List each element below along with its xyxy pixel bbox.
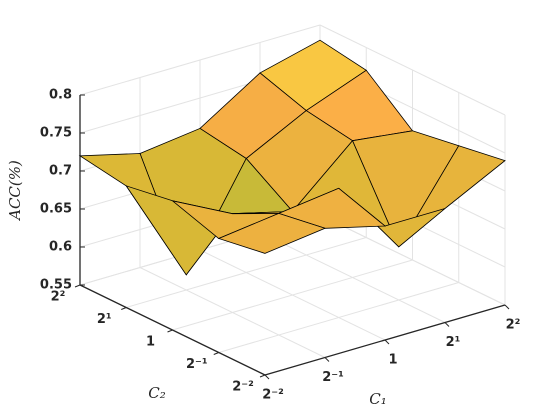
surface-cell	[217, 212, 327, 254]
x-tick-label: 2⁻²	[262, 388, 284, 403]
y-tick	[74, 284, 81, 288]
y-tick-label: 2¹	[97, 312, 112, 327]
y-tick	[213, 352, 219, 355]
x-tick	[384, 339, 390, 345]
y-axis-label: C₂	[148, 384, 166, 402]
x-tick-label: 2²	[506, 318, 521, 333]
z-tick-label: 0.65	[40, 202, 72, 217]
x-tick	[444, 322, 450, 327]
y-tick	[259, 374, 266, 378]
x-tick-label: 2¹	[446, 335, 461, 350]
z-tick-label: 0.6	[49, 240, 72, 255]
z-tick-label: 0.7	[49, 164, 72, 179]
y-tick-label: 2⁻¹	[186, 357, 208, 372]
y-tick-label: 2²	[51, 290, 66, 305]
x-tick	[504, 304, 510, 310]
x-tick-label: 2⁻¹	[322, 370, 344, 385]
z-tick-label: 0.75	[40, 126, 72, 141]
y-grid-line	[126, 237, 367, 308]
x-tick	[264, 374, 270, 380]
y-tick-label: 2⁻²	[232, 380, 254, 395]
x-tick-label: 1	[388, 353, 397, 368]
y-tick	[121, 307, 127, 310]
y-tick	[167, 329, 173, 333]
z-axis-label: ACC(%)	[6, 160, 24, 222]
x-axis-label: C₁	[369, 390, 387, 408]
z-tick-label: 0.55	[40, 278, 72, 293]
x-tick	[324, 357, 330, 362]
y-grid-line	[218, 282, 459, 353]
y-tick-label: 1	[146, 335, 155, 350]
z-tick-label: 0.8	[49, 88, 72, 103]
y-grid-line	[172, 259, 413, 331]
